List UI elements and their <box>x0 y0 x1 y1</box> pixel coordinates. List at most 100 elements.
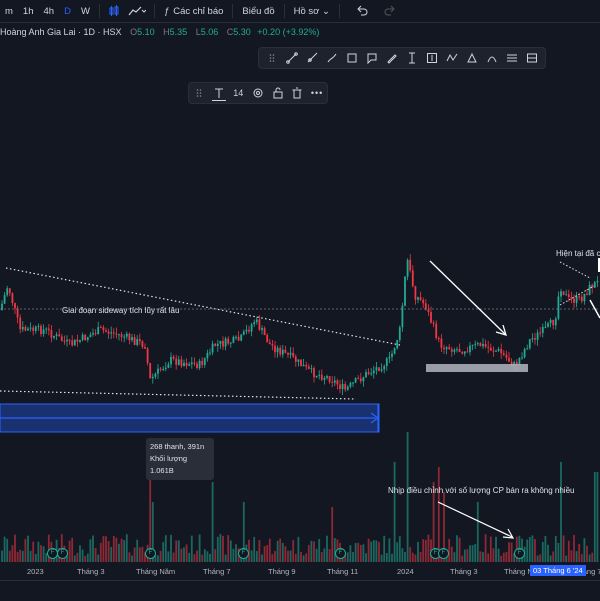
candle-body <box>372 370 375 374</box>
redo-icon[interactable] <box>380 5 400 17</box>
volume-bar <box>300 551 302 562</box>
text-color-icon[interactable] <box>211 86 226 101</box>
candle-body <box>128 333 131 341</box>
dividend-marker-icon[interactable]: F <box>335 548 346 559</box>
candle-body <box>14 303 16 309</box>
ray-icon[interactable] <box>305 51 319 65</box>
line-chart-icon[interactable] <box>124 5 150 17</box>
fib-icon[interactable] <box>505 51 519 65</box>
candle-body <box>203 358 206 365</box>
volume-bar <box>502 552 505 562</box>
volume-bar <box>151 502 154 562</box>
dividend-marker-icon[interactable]: F <box>514 548 525 559</box>
volume-bar <box>138 547 141 562</box>
candle-body <box>21 327 24 330</box>
trend-line-icon[interactable] <box>285 51 299 65</box>
volume-bar <box>222 535 224 562</box>
brush-icon[interactable] <box>325 51 339 65</box>
candle-body <box>549 320 552 324</box>
chart-type-button[interactable]: Biểu đồ <box>242 5 275 17</box>
dividend-marker-icon[interactable]: F <box>438 548 449 559</box>
candle-body <box>29 327 32 329</box>
candle-body <box>346 386 349 390</box>
undo-icon[interactable] <box>352 5 372 17</box>
range-volume-text: Khối lượng 1.061B <box>150 454 188 475</box>
candle-body <box>86 337 89 341</box>
drag-handle-icon[interactable] <box>192 86 206 100</box>
candle-body <box>183 362 185 367</box>
candle-body <box>94 333 97 335</box>
candle-body <box>172 356 175 359</box>
interval-day[interactable]: D <box>64 5 71 17</box>
pattern-icon[interactable] <box>445 51 459 65</box>
candle-body <box>565 294 568 296</box>
drag-handle-icon[interactable] <box>265 51 279 65</box>
interval-4h[interactable]: 4h <box>43 5 55 17</box>
volume-bar <box>42 546 45 562</box>
wedge-lower-line <box>559 285 595 306</box>
candle-body <box>144 346 146 349</box>
vertical-line-icon[interactable] <box>405 51 419 65</box>
text-box-icon[interactable] <box>425 51 439 65</box>
more-icon[interactable]: ••• <box>310 88 324 98</box>
candle-body <box>469 345 471 353</box>
candle-body <box>580 296 583 302</box>
correction-annotation[interactable]: Nhịp điều chỉnh với số lượng CP bán ra k… <box>388 486 575 495</box>
sideway-annotation[interactable]: Giai đoạn sideway tích lũy rất lâu <box>62 306 180 315</box>
settings-gear-icon[interactable] <box>251 86 265 100</box>
volume-bar <box>432 482 435 562</box>
indicators-button[interactable]: ƒ Các chỉ báo <box>159 6 228 17</box>
volume-bar <box>463 549 466 562</box>
callout-icon[interactable] <box>365 51 379 65</box>
candle-body <box>531 338 534 340</box>
candle-body <box>115 333 118 335</box>
candle-body <box>297 359 300 362</box>
volume-bar <box>596 472 599 562</box>
interval-1h[interactable]: 1h <box>22 5 34 17</box>
candle-body <box>60 336 63 341</box>
dividend-marker-icon[interactable]: F <box>145 548 156 559</box>
symbol-legend: Hoàng Anh Gia Lai · 1D · HSX O5.10 H5.35… <box>0 27 319 37</box>
candle-body <box>3 295 6 304</box>
volume-bar <box>11 545 14 562</box>
profile-label: Hồ sơ <box>293 5 320 17</box>
range-icon[interactable] <box>525 51 539 65</box>
candle-body <box>448 347 451 350</box>
volume-bar <box>362 544 365 562</box>
toolbar-divider <box>232 4 234 18</box>
volume-bar <box>513 553 516 562</box>
volume-bar <box>37 541 40 562</box>
interval-week[interactable]: W <box>80 5 90 17</box>
volume-bar <box>593 472 596 562</box>
volume-bar <box>128 552 131 562</box>
candle-body <box>305 365 308 367</box>
candle-body <box>463 351 466 354</box>
candle-body <box>307 366 310 369</box>
interval-minute[interactable]: m <box>5 5 13 17</box>
profile-button[interactable]: Hồ sơ ⌄ <box>289 6 335 17</box>
candle-body <box>16 308 19 318</box>
dividend-marker-icon[interactable]: F <box>57 548 68 559</box>
candle-body <box>287 352 289 355</box>
rectangle-icon[interactable] <box>345 51 359 65</box>
time-axis[interactable]: 2023 Tháng 3 Tháng Năm Tháng 7 Tháng 9 T… <box>0 563 600 579</box>
volume-bar <box>469 545 471 562</box>
font-size-button[interactable]: 14 <box>233 88 244 98</box>
candle-body <box>66 339 68 342</box>
symbol-title[interactable]: Hoàng Anh Gia Lai · 1D · HSX <box>0 27 122 37</box>
candles-icon[interactable] <box>104 5 124 17</box>
current-annotation[interactable]: Hiện tại đã c <box>556 249 600 258</box>
arc-icon[interactable] <box>485 51 499 65</box>
dividend-marker-icon[interactable]: F <box>238 548 249 559</box>
volume-bar <box>510 542 513 562</box>
candle-body <box>229 342 232 344</box>
candle-body <box>123 336 126 338</box>
low-label: L <box>195 27 201 37</box>
lock-icon[interactable] <box>271 86 285 100</box>
trash-icon[interactable] <box>290 86 304 100</box>
candle-body <box>419 297 422 300</box>
candle-body <box>47 328 50 331</box>
candle-body <box>24 327 27 331</box>
pen-icon[interactable] <box>385 51 399 65</box>
triangle-icon[interactable] <box>465 51 479 65</box>
